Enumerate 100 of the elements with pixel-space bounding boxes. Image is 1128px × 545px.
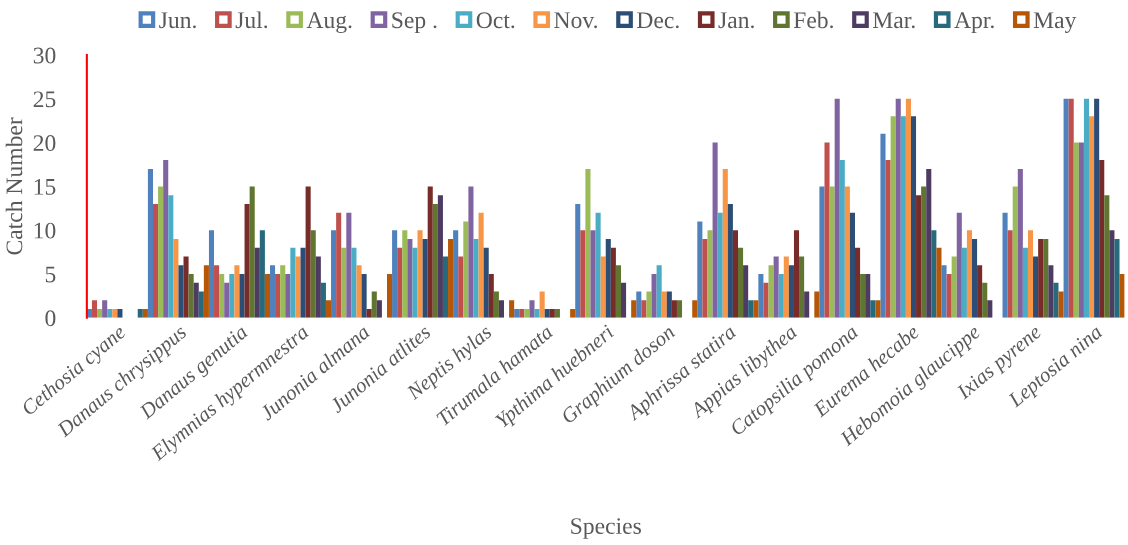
bar — [732, 230, 738, 318]
bar — [870, 300, 876, 318]
bar — [158, 186, 164, 318]
bar — [773, 256, 779, 318]
bar — [341, 247, 347, 318]
bar — [605, 238, 611, 318]
bar — [905, 98, 911, 318]
legend-label: Nov. — [554, 12, 597, 29]
bar — [615, 265, 621, 318]
bar — [498, 300, 504, 318]
bar — [1078, 142, 1084, 318]
bar — [1048, 265, 1054, 318]
bar — [1012, 186, 1018, 318]
bar — [468, 186, 474, 318]
bar — [621, 282, 627, 318]
bar — [183, 256, 189, 318]
bar — [916, 195, 922, 318]
legend-label: Mar. — [872, 12, 915, 29]
bar — [1094, 98, 1100, 318]
bar — [1043, 238, 1049, 318]
bar — [361, 273, 367, 318]
bar — [325, 300, 332, 318]
legend-label: Jan. — [718, 12, 754, 29]
bar — [717, 212, 723, 318]
y-tick-label: 20 — [33, 135, 56, 152]
bar — [417, 230, 423, 318]
bar — [346, 212, 352, 318]
bar — [793, 230, 800, 318]
bar — [849, 212, 855, 318]
bar — [412, 247, 418, 318]
bar — [407, 238, 413, 318]
bar — [1104, 195, 1110, 318]
legend-label: Oct. — [476, 12, 515, 29]
bar — [880, 133, 886, 318]
bar — [351, 247, 357, 318]
bar — [1083, 98, 1090, 318]
bar — [315, 256, 321, 318]
y-tick-label: 0 — [45, 310, 56, 327]
bar — [239, 273, 245, 318]
bar — [254, 247, 260, 318]
bar — [163, 160, 169, 318]
y-tick-label: 25 — [33, 91, 56, 108]
legend-label: Sep . — [392, 12, 437, 33]
bar — [702, 238, 708, 318]
bar — [178, 265, 184, 318]
bar — [738, 247, 744, 318]
bar — [951, 256, 957, 318]
bar — [1109, 230, 1115, 318]
bar — [427, 186, 433, 318]
legend-label: May — [1033, 12, 1077, 34]
bar — [590, 230, 596, 318]
bar — [865, 273, 871, 318]
bar — [956, 212, 962, 318]
bar — [804, 291, 810, 318]
bar — [666, 291, 672, 318]
bar — [310, 230, 316, 318]
bar — [488, 273, 494, 318]
bar — [763, 282, 769, 318]
x-axis-title: Species — [571, 518, 641, 539]
bar — [280, 265, 286, 318]
bar — [753, 300, 759, 318]
bar — [834, 98, 840, 318]
bar — [300, 247, 306, 318]
bar — [208, 230, 215, 318]
bar — [936, 247, 942, 318]
legend-label: Feb. — [793, 11, 833, 29]
bar — [1033, 256, 1039, 318]
bar — [783, 256, 789, 318]
bar — [707, 230, 713, 318]
bar — [1002, 212, 1008, 318]
bar — [402, 230, 408, 318]
bar — [214, 265, 220, 318]
bar — [198, 291, 204, 318]
bar — [758, 273, 764, 318]
bar — [595, 212, 601, 318]
bar — [824, 142, 830, 318]
bar — [188, 273, 194, 318]
bar — [442, 256, 449, 318]
bar — [748, 300, 754, 318]
bar — [147, 168, 153, 318]
bar — [727, 203, 733, 318]
bar — [1017, 168, 1023, 318]
bar — [1038, 238, 1044, 318]
legend-label: Apr. — [954, 12, 994, 33]
bar — [814, 291, 820, 318]
bar — [972, 238, 978, 318]
bar — [493, 291, 499, 318]
bar — [641, 300, 647, 318]
bar — [743, 265, 749, 318]
bar — [722, 168, 728, 318]
bar — [331, 230, 337, 318]
bar — [1022, 247, 1028, 318]
bar — [448, 238, 454, 318]
bar — [458, 256, 464, 318]
bar — [671, 300, 677, 318]
bar — [483, 247, 489, 318]
bar — [219, 273, 225, 318]
bar — [926, 168, 932, 318]
bar — [941, 265, 947, 318]
legend-label: Aug. — [306, 12, 352, 34]
